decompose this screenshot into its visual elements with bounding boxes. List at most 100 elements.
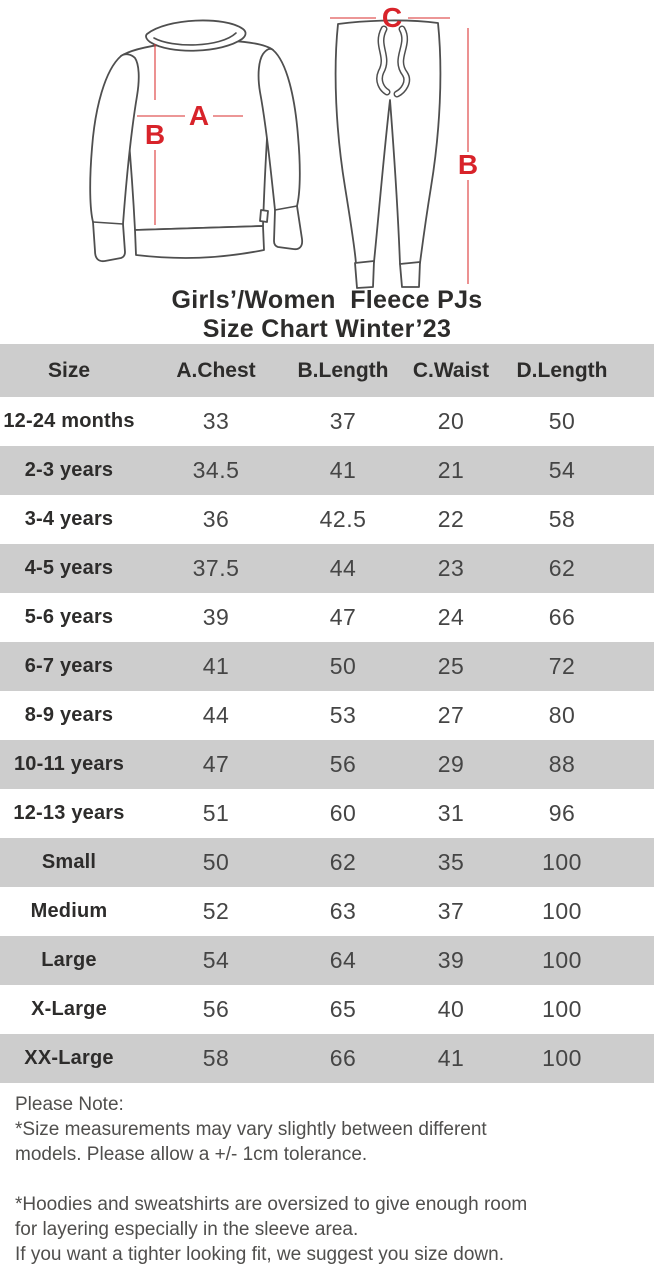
measurement-value: 33 bbox=[202, 408, 230, 434]
measurement-value: 51 bbox=[202, 800, 230, 826]
size-label: 3-4 years bbox=[24, 508, 114, 530]
measurement-value: 54 bbox=[548, 457, 576, 483]
size-label: Large bbox=[41, 949, 97, 971]
measurement-value: 100 bbox=[542, 996, 582, 1022]
column-header-waist: C.Waist bbox=[412, 358, 490, 382]
sweatshirt-measure-lines bbox=[137, 44, 243, 225]
size-label: 12-13 years bbox=[13, 802, 125, 824]
measurement-value: 56 bbox=[329, 751, 357, 777]
measurement-value: 63 bbox=[329, 898, 357, 924]
measurement-value: 34.5 bbox=[192, 457, 240, 483]
table-row: Small 50 62 35 100 bbox=[0, 838, 654, 887]
chart-title-line1: Girls’/Women Fleece PJs bbox=[171, 286, 483, 314]
measurement-value: 58 bbox=[548, 506, 576, 532]
size-label: 10-11 years bbox=[13, 753, 125, 775]
pants-illustration: C B bbox=[330, 2, 478, 289]
note-line bbox=[15, 1167, 635, 1192]
measurement-value: 24 bbox=[437, 604, 465, 630]
column-header-size: Size bbox=[47, 358, 91, 382]
measurement-value: 96 bbox=[548, 800, 576, 826]
column-header-dlength: D.Length bbox=[516, 358, 608, 382]
measurement-value: 36 bbox=[202, 506, 230, 532]
pant-length-letter-b: B bbox=[458, 149, 478, 180]
chest-letter-a: A bbox=[189, 100, 209, 131]
note-line: *Hoodies and sweatshirts are oversized t… bbox=[15, 1194, 528, 1215]
measurement-value: 66 bbox=[548, 604, 576, 630]
measurement-value: 25 bbox=[437, 653, 465, 679]
table-row: 4-5 years 37.5 44 23 62 bbox=[0, 544, 654, 593]
table-row: 6-7 years 41 50 25 72 bbox=[0, 642, 654, 691]
table-row: 5-6 years 39 47 24 66 bbox=[0, 593, 654, 642]
measurement-value: 39 bbox=[202, 604, 230, 630]
measurement-value: 44 bbox=[329, 555, 357, 581]
measurement-value: 56 bbox=[202, 996, 230, 1022]
size-table: Size A.Chest B.Length C.Waist D.Length 1… bbox=[0, 344, 654, 1083]
sweatshirt-outline bbox=[89, 19, 304, 263]
size-label: 8-9 years bbox=[24, 704, 114, 726]
measurement-value: 37 bbox=[329, 408, 357, 434]
measurement-value: 21 bbox=[437, 457, 465, 483]
column-header-chest: A.Chest bbox=[176, 358, 256, 382]
size-table-body: 12-24 months 33 37 20 50 2-3 years 34.5 41 21 54 3… bbox=[0, 397, 654, 1083]
measurement-value: 65 bbox=[329, 996, 357, 1022]
size-label: 4-5 years bbox=[24, 557, 114, 579]
shirt-length-letter-b: B bbox=[145, 119, 165, 150]
measurement-value: 53 bbox=[329, 702, 357, 728]
measurement-value: 47 bbox=[202, 751, 230, 777]
measurement-value: 50 bbox=[202, 849, 230, 875]
note-line: If you want a tighter looking fit, we su… bbox=[15, 1244, 504, 1265]
measurement-value: 100 bbox=[542, 1045, 582, 1071]
note-line: models. Please allow a +/- 1cm tolerance… bbox=[15, 1144, 368, 1165]
table-row: Large 54 64 39 100 bbox=[0, 936, 654, 985]
measurement-value: 42.5 bbox=[319, 506, 367, 532]
measurement-value: 40 bbox=[437, 996, 465, 1022]
table-row: 12-13 years 51 60 31 96 bbox=[0, 789, 654, 838]
size-label: 5-6 years bbox=[24, 606, 114, 628]
measurement-value: 39 bbox=[437, 947, 465, 973]
measurement-value: 27 bbox=[437, 702, 465, 728]
measurement-value: 80 bbox=[548, 702, 576, 728]
size-label: Small bbox=[41, 851, 97, 873]
size-label: X-Large bbox=[31, 998, 107, 1020]
measurement-value: 20 bbox=[437, 408, 465, 434]
measurement-value: 88 bbox=[548, 751, 576, 777]
measurement-value: 62 bbox=[329, 849, 357, 875]
measurement-value: 60 bbox=[329, 800, 357, 826]
measurement-value: 44 bbox=[202, 702, 230, 728]
column-header-length: B.Length bbox=[297, 358, 389, 382]
table-row: 2-3 years 34.5 41 21 54 bbox=[0, 446, 654, 495]
waist-letter-c: C bbox=[382, 2, 402, 33]
chart-title-line2: Size Chart Winter’23 bbox=[202, 315, 452, 343]
measurement-value: 37 bbox=[437, 898, 465, 924]
pants-measure-lines bbox=[330, 17, 469, 284]
note-line: for layering especially in the sleeve ar… bbox=[15, 1219, 359, 1240]
garment-diagram: A B C B bbox=[0, 0, 654, 289]
sweatshirt-illustration: A B bbox=[89, 19, 304, 263]
size-label: 2-3 years bbox=[24, 459, 114, 481]
measurement-value: 29 bbox=[437, 751, 465, 777]
table-row: 8-9 years 44 53 27 80 bbox=[0, 691, 654, 740]
size-label: 12-24 months bbox=[3, 410, 135, 432]
table-header-row: Size A.Chest B.Length C.Waist D.Length bbox=[0, 344, 654, 397]
table-row: 3-4 years 36 42.5 22 58 bbox=[0, 495, 654, 544]
measurement-value: 50 bbox=[329, 653, 357, 679]
table-row: X-Large 56 65 40 100 bbox=[0, 985, 654, 1034]
size-label: XX-Large bbox=[24, 1047, 114, 1069]
measurement-value: 64 bbox=[329, 947, 357, 973]
measurement-value: 100 bbox=[542, 898, 582, 924]
measurement-value: 100 bbox=[542, 849, 582, 875]
table-row: 12-24 months 33 37 20 50 bbox=[0, 397, 654, 446]
drawstring bbox=[376, 25, 411, 98]
measurement-value: 72 bbox=[548, 653, 576, 679]
measurement-value: 22 bbox=[437, 506, 465, 532]
measurement-value: 47 bbox=[329, 604, 357, 630]
measurement-value: 23 bbox=[437, 555, 465, 581]
size-label: 6-7 years bbox=[24, 655, 114, 677]
measurement-value: 41 bbox=[437, 1045, 465, 1071]
table-row: Medium 52 63 37 100 bbox=[0, 887, 654, 936]
size-label: Medium bbox=[30, 900, 108, 922]
measurement-value: 58 bbox=[202, 1045, 230, 1071]
note-line: *Size measurements may vary slightly bet… bbox=[15, 1119, 487, 1140]
note-line: Please Note: bbox=[15, 1094, 124, 1115]
